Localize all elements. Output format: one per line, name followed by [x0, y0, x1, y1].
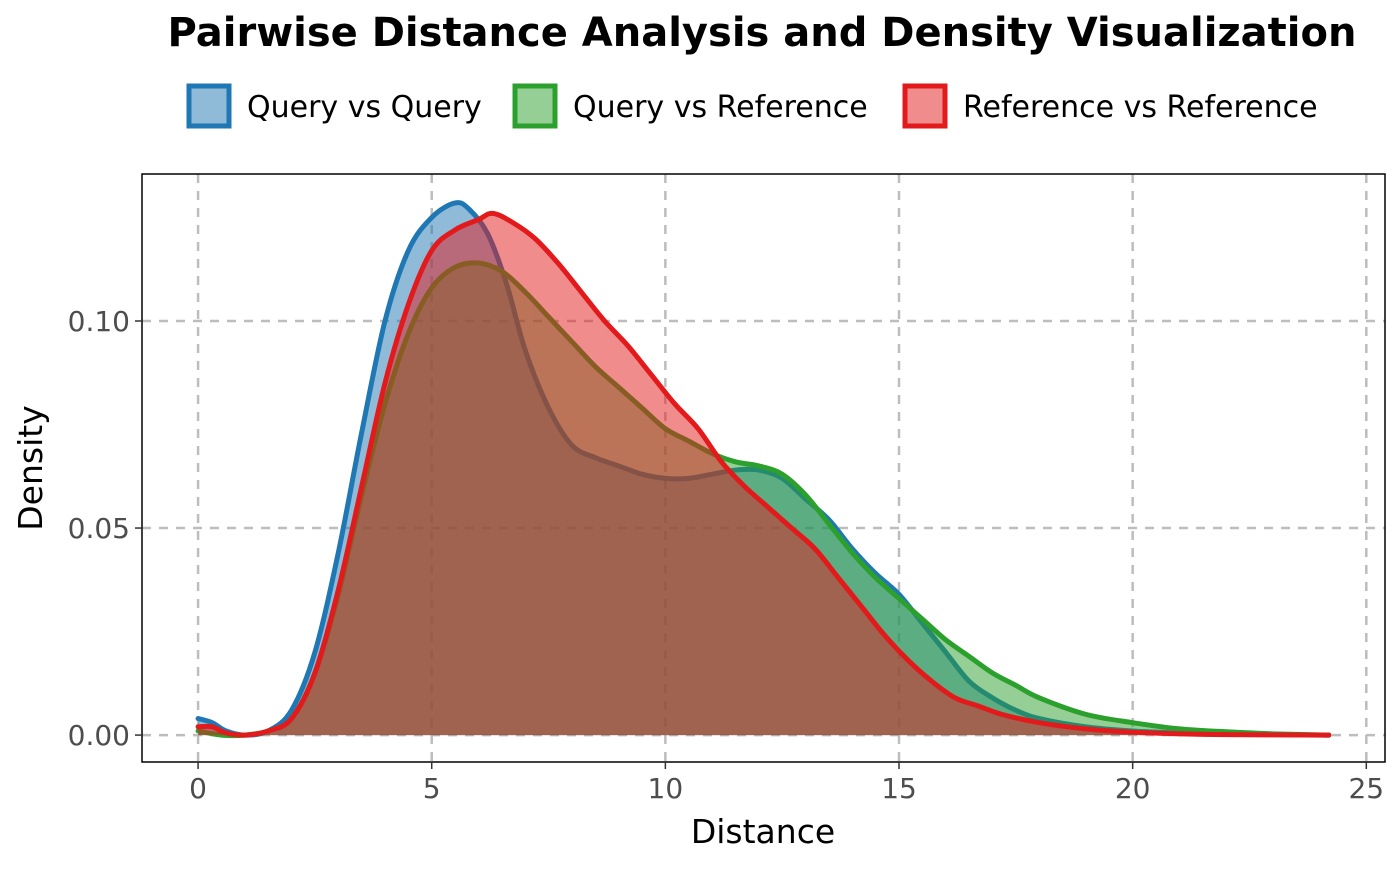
legend-label-query-vs-reference: Query vs Reference: [573, 90, 868, 125]
x-tick-label-0: 0: [189, 772, 207, 805]
x-tick-label-1: 5: [423, 772, 441, 805]
y-tick-label-1: 0.05: [68, 512, 130, 545]
y-tick-label-0: 0.00: [68, 719, 130, 752]
legend-swatch-reference-vs-reference: [902, 83, 948, 129]
x-tick-label-3: 15: [881, 772, 917, 805]
legend-swatch-query-vs-query: [186, 83, 232, 129]
legend: Query vs Query Query vs Reference Referenc…: [186, 83, 1318, 129]
y-axis-title: Density: [11, 405, 50, 530]
x-axis: 0 5 10 15 20 25: [189, 762, 1384, 805]
chart-title: Pairwise Distance Analysis and Density V…: [168, 10, 1357, 56]
x-axis-title: Distance: [691, 812, 835, 851]
legend-label-reference-vs-reference: Reference vs Reference: [963, 90, 1318, 125]
x-tick-label-4: 20: [1115, 772, 1151, 805]
x-tick-label-5: 25: [1348, 772, 1384, 805]
legend-label-query-vs-query: Query vs Query: [247, 90, 482, 125]
panel-border: [141, 173, 1386, 763]
legend-swatch-query-vs-reference: [512, 83, 558, 129]
y-tick-label-2: 0.10: [68, 305, 130, 338]
density-line-reference-vs-reference: [195, 210, 1332, 738]
density-area-reference-vs-reference: [198, 213, 1329, 736]
density-series: [195, 200, 1332, 739]
x-tick-label-2: 10: [648, 772, 684, 805]
y-axis: 0.00 0.05 0.10: [68, 305, 142, 752]
